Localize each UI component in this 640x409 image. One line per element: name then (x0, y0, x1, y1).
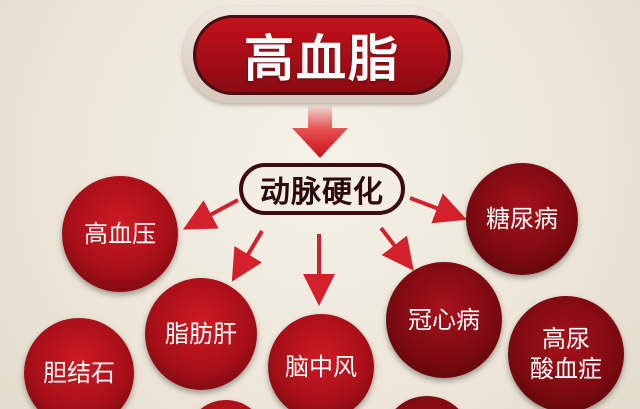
node-partial-bottom-left (186, 400, 266, 409)
node-coronary-label: 冠心病 (408, 306, 480, 334)
node-coronary: 冠心病 (386, 262, 502, 378)
arrow-to-diabetes (409, 193, 467, 224)
title-pill: 高血脂 (183, 7, 461, 103)
node-gout-label-line2: 酸血症 (530, 355, 602, 383)
title-text: 高血脂 (244, 30, 400, 88)
node-gallstone-label: 胆结石 (43, 359, 115, 387)
node-gout-label-line1: 高尿 (542, 325, 590, 353)
node-diabetes-label: 糖尿病 (486, 205, 558, 233)
arrow-to-fatty-liver (231, 229, 264, 282)
arrow-to-coronary (379, 226, 414, 271)
node-hypertension: 高血压 (62, 176, 178, 292)
node-stroke: 脑中风 (268, 314, 374, 409)
node-gout: 高尿 酸血症 (508, 296, 624, 409)
node-fatty-liver-label: 脂肪肝 (165, 320, 237, 348)
arrow-to-hypertension (182, 198, 239, 230)
node-stroke-label: 脑中风 (285, 353, 357, 381)
center-pill: 动脉硬化 (239, 163, 405, 215)
node-hypertension-label: 高血压 (84, 220, 156, 248)
node-gallstone: 胆结石 (24, 318, 134, 409)
title-inner: 高血脂 (193, 15, 451, 95)
down-arrow-icon (292, 106, 348, 158)
center-text: 动脉硬化 (260, 175, 384, 210)
node-diabetes: 糖尿病 (466, 163, 578, 275)
node-fatty-liver: 脂肪肝 (145, 278, 257, 390)
